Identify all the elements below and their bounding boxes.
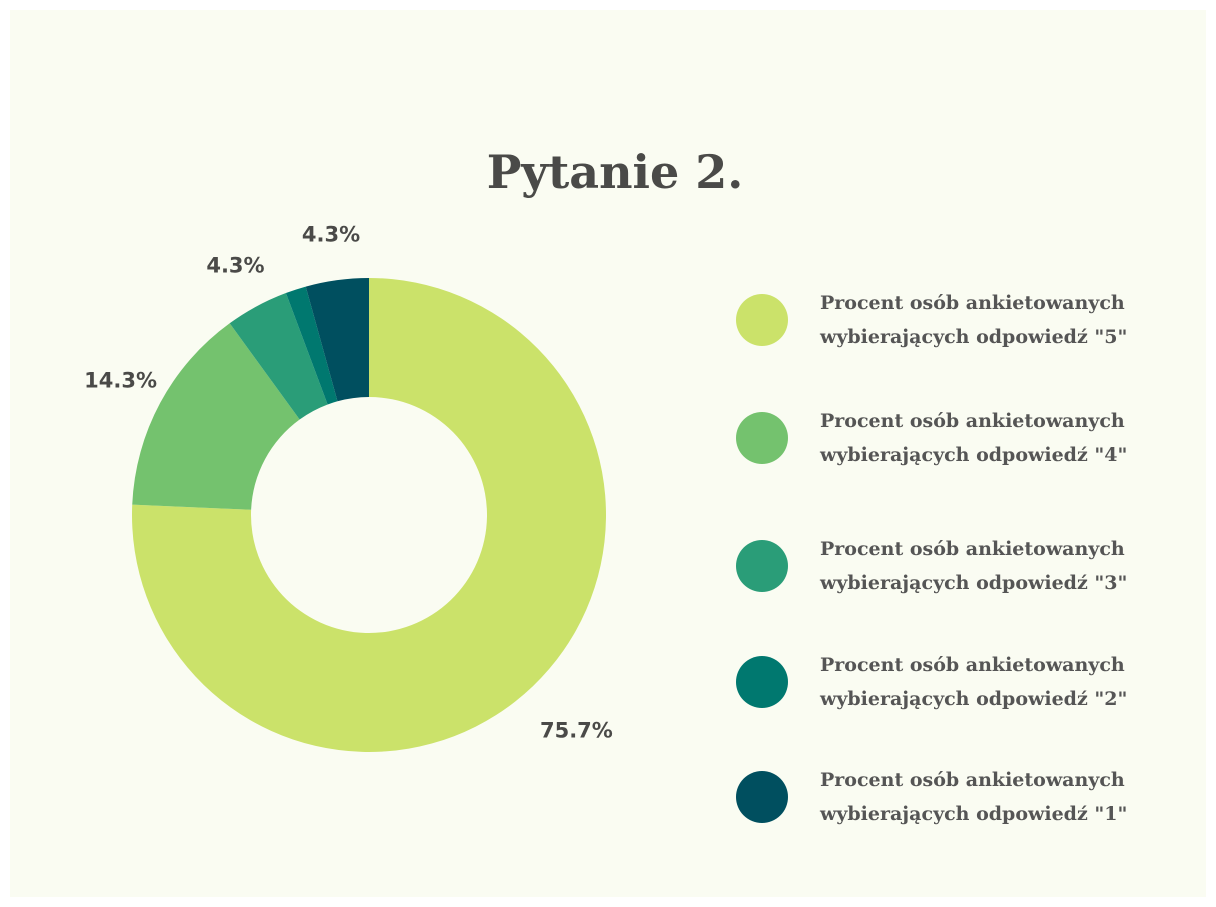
donut-slice (132, 323, 300, 510)
legend-label: Procent osób ankietowanych wybierających… (820, 654, 1128, 710)
legend-swatch (736, 771, 788, 823)
legend-swatch (736, 294, 788, 346)
legend-swatch (736, 540, 788, 592)
legend-label: Procent osób ankietowanych wybierających… (820, 538, 1128, 594)
legend-swatch (736, 656, 788, 708)
value-label: 4.3% (302, 223, 360, 247)
legend-label: Procent osób ankietowanych wybierających… (820, 292, 1128, 348)
legend-label: Procent osób ankietowanych wybierających… (820, 410, 1128, 466)
value-label: 14.3% (84, 368, 157, 392)
donut-slice (305, 278, 369, 402)
donut-slice (131, 278, 606, 752)
donut-slice (285, 286, 338, 405)
value-label: 4.3% (206, 254, 264, 278)
legend-swatch (736, 412, 788, 464)
legend-label: Procent osób ankietowanych wybierających… (820, 769, 1128, 825)
value-label: 75.7% (540, 719, 613, 743)
chart-title: Pytanie 2. (487, 145, 744, 199)
donut-slice (229, 293, 328, 420)
